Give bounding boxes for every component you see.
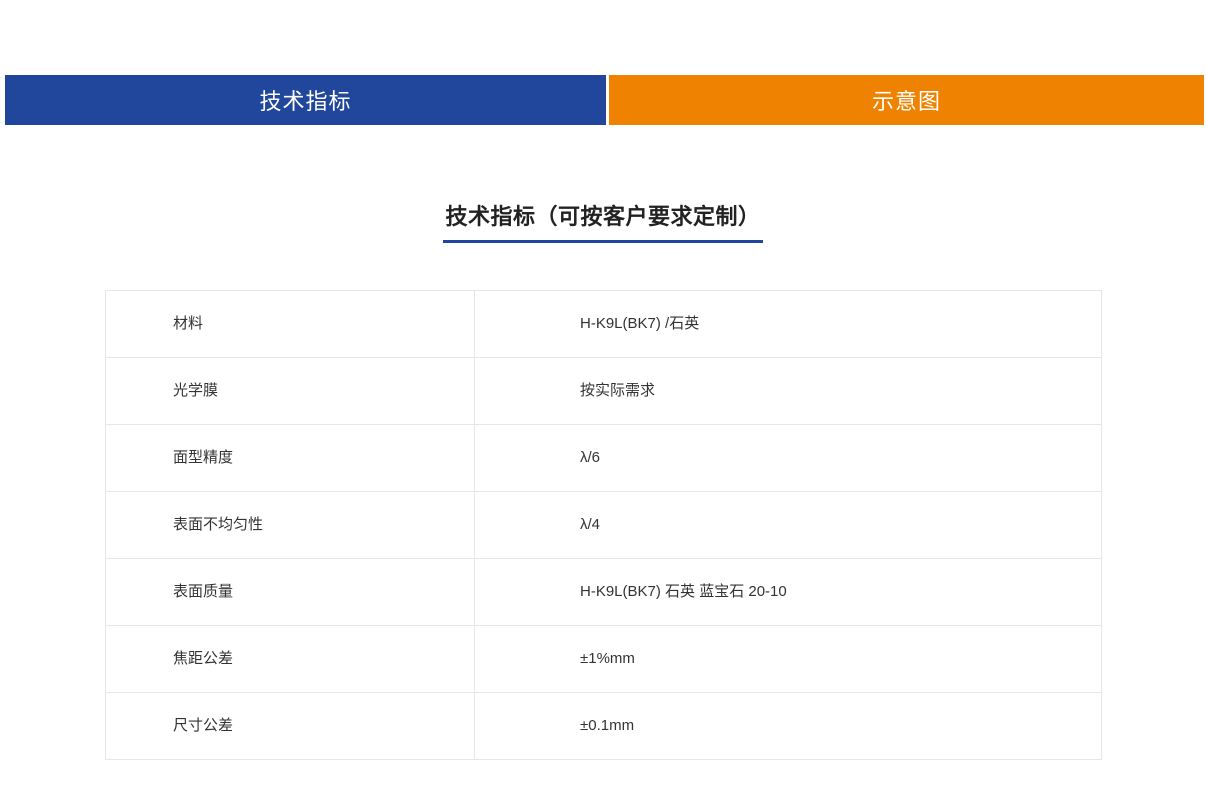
spec-value: λ/6 [474,424,1102,492]
spec-value: ±0.1mm [474,692,1102,760]
tab-diagram-label: 示意图 [871,89,941,114]
spec-value: H-K9L(BK7) /石英 [474,290,1102,358]
spec-value: λ/4 [474,491,1102,559]
spec-label: 材料 [105,290,475,358]
tab-technical-specs-label: 技术指标 [259,89,352,114]
tab-bar: 技术指标 示意图 [5,75,1204,125]
spec-table: 材料 H-K9L(BK7) /石英 光学膜 按实际需求 面型精度 λ/6 表面不… [105,290,1102,760]
table-row: 光学膜 按实际需求 [105,357,1102,425]
section-title-container: 技术指标（可按客户要求定制） [0,200,1206,243]
spec-table-body: 材料 H-K9L(BK7) /石英 光学膜 按实际需求 面型精度 λ/6 表面不… [105,290,1102,760]
spec-label: 尺寸公差 [105,692,475,760]
spec-label: 表面质量 [105,558,475,626]
spec-label: 焦距公差 [105,625,475,693]
tab-divider [606,75,609,125]
table-row: 尺寸公差 ±0.1mm [105,692,1102,760]
page-title: 技术指标（可按客户要求定制） [443,200,763,243]
table-row: 面型精度 λ/6 [105,424,1102,492]
table-row: 焦距公差 ±1%mm [105,625,1102,693]
table-row: 材料 H-K9L(BK7) /石英 [105,290,1102,358]
tab-technical-specs[interactable]: 技术指标 [5,75,606,125]
spec-label: 表面不均匀性 [105,491,475,559]
spec-value: ±1%mm [474,625,1102,693]
table-row: 表面不均匀性 λ/4 [105,491,1102,559]
spec-value: 按实际需求 [474,357,1102,425]
table-row: 表面质量 H-K9L(BK7) 石英 蓝宝石 20-10 [105,558,1102,626]
spec-label: 面型精度 [105,424,475,492]
spec-value: H-K9L(BK7) 石英 蓝宝石 20-10 [474,558,1102,626]
tab-diagram[interactable]: 示意图 [609,75,1204,125]
spec-label: 光学膜 [105,357,475,425]
